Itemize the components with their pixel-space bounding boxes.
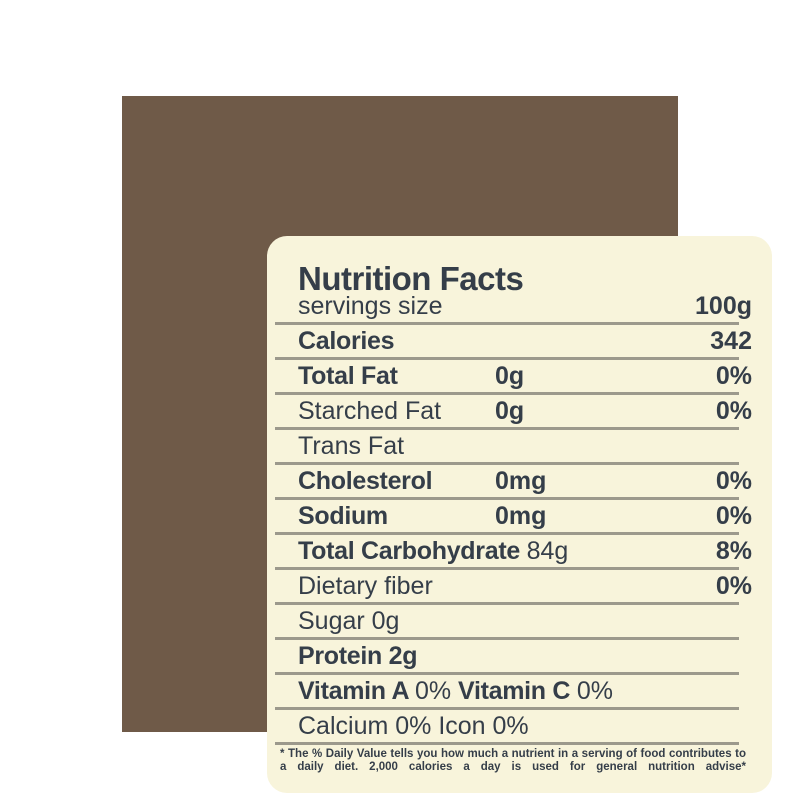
nutrition-row: Starched Fat 0g 0% xyxy=(275,395,752,430)
nutrient-daily-value: 342 xyxy=(710,326,752,355)
nutrition-row: Protein 2g xyxy=(275,640,739,675)
nutrition-facts-title: Nutrition Facts xyxy=(298,260,524,297)
nutrition-row: Calories 342 xyxy=(275,325,752,360)
nutrient-amount: 0mg xyxy=(495,466,547,495)
nutrition-facts-label: Nutrition Facts servings size 100g Calorie… xyxy=(267,236,772,793)
nutrient-label: Dietary fiber xyxy=(298,571,433,600)
nutrient-daily-value: 0% xyxy=(715,466,752,495)
nutrition-row: Cholesterol 0mg 0% xyxy=(275,465,752,500)
nutrient-label: Total Carbohydrate 84g xyxy=(298,536,569,565)
nutrient-label: Protein 2g xyxy=(298,641,418,670)
nutrition-row: Sugar 0g xyxy=(275,605,739,640)
nutrition-row: Sodium 0mg 0% xyxy=(275,500,752,535)
nutrient-amount: 0mg xyxy=(495,501,547,530)
nutrition-row: servings size 100g xyxy=(275,290,752,325)
nutrition-row: Dietary fiber 0% xyxy=(275,570,752,605)
nutrient-daily-value: 0% xyxy=(715,501,752,530)
nutrient-label: servings size xyxy=(298,291,443,320)
nutrient-label: Calories xyxy=(298,326,395,355)
nutrient-label: Sodium xyxy=(298,501,388,530)
nutrient-amount: 0g xyxy=(495,396,525,425)
nutrient-label: Trans Fat xyxy=(298,431,405,460)
nutrient-amount: 0g xyxy=(495,361,525,390)
nutrient-daily-value: 0% xyxy=(715,571,752,600)
nutrient-daily-value: 0% xyxy=(715,361,752,390)
nutrient-daily-value: 100g xyxy=(695,291,752,320)
nutrition-row: Total Fat 0g 0% xyxy=(275,360,752,395)
nutrient-label: Total Fat xyxy=(298,361,398,390)
nutrient-label: Calcium 0% Icon 0% xyxy=(298,711,529,740)
nutrition-row: Vitamin A 0% Vitamin C 0% xyxy=(275,675,739,710)
daily-value-footnote: * The % Daily Value tells you how much a… xyxy=(280,748,746,773)
nutrient-daily-value: 8% xyxy=(715,536,752,565)
nutrition-row: Trans Fat xyxy=(275,430,739,465)
nutrient-daily-value: 0% xyxy=(715,396,752,425)
nutrition-row: Total Carbohydrate 84g 8% xyxy=(275,535,752,570)
nutrition-row: Calcium 0% Icon 0% xyxy=(275,710,739,745)
brown-background-panel: Nutrition Facts servings size 100g Calorie… xyxy=(122,96,772,793)
nutrient-label: Vitamin A 0% Vitamin C 0% xyxy=(298,676,613,705)
nutrient-label: Starched Fat xyxy=(298,396,442,425)
nutrient-label: Sugar 0g xyxy=(298,606,400,635)
nutrition-rows: servings size 100g Calories 342 Total Fat 0g 0… xyxy=(275,290,752,745)
nutrient-label: Cholesterol xyxy=(298,466,433,495)
